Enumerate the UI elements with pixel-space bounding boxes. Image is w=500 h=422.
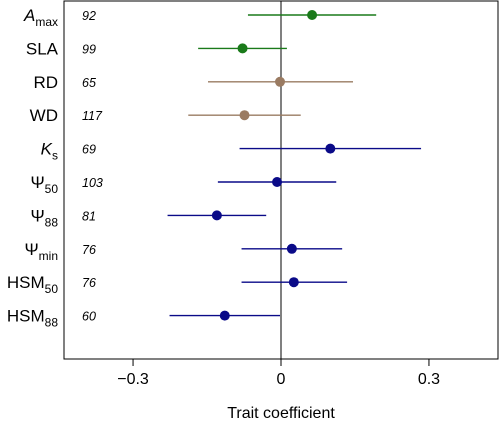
trait-label: Ks: [41, 140, 58, 163]
coefficient-point: [239, 110, 250, 121]
sample-size-label: 103: [82, 176, 103, 190]
trait-row: HSM88 60: [7, 307, 281, 330]
trait-label-main: Ψ: [30, 206, 44, 225]
trait-label-main: SLA: [26, 39, 59, 58]
sample-size-label: 81: [82, 209, 96, 223]
trait-label: Amax: [23, 6, 58, 29]
sample-size-label: 76: [82, 276, 96, 290]
coefficient-point: [275, 76, 286, 87]
coefficient-point: [325, 143, 336, 154]
trait-row: Ψmin 76: [24, 240, 343, 263]
coefficient-point: [211, 210, 222, 221]
trait-row: Ψ88 81: [30, 206, 267, 229]
trait-label-subscript: min: [39, 249, 58, 263]
coefficient-point: [219, 310, 230, 321]
trait-label: RD: [33, 73, 58, 92]
trait-label-subscript: 50: [45, 282, 59, 296]
trait-label-subscript: s: [52, 149, 58, 163]
sample-size-label: 69: [82, 143, 96, 157]
trait-label-main: Ψ: [24, 240, 38, 259]
trait-row: Ψ50 103: [30, 173, 337, 196]
trait-label-subscript: 88: [45, 215, 59, 229]
trait-row: RD 65: [33, 73, 354, 92]
trait-row: SLA 99: [26, 39, 287, 58]
trait-label-subscript: 50: [45, 182, 59, 196]
trait-label: SLA: [26, 39, 59, 58]
trait-label: HSM50: [7, 273, 58, 296]
trait-label-main: K: [41, 140, 53, 159]
sample-size-label: 117: [82, 109, 103, 123]
x-tick-label: 0.3: [418, 371, 440, 388]
x-axis-title: Trait coefficient: [227, 405, 335, 422]
trait-row: Ks 69: [41, 140, 422, 163]
trait-label: Ψmin: [24, 240, 58, 263]
x-tick-label: 0: [277, 371, 286, 388]
x-axis: −0.3 0 0.3: [117, 359, 440, 388]
sample-size-label: 65: [82, 76, 96, 90]
trait-label-main: A: [23, 6, 35, 25]
sample-size-label: 76: [82, 243, 96, 257]
trait-label: WD: [30, 106, 58, 125]
trait-row: HSM50 76: [7, 273, 348, 296]
trait-label-main: HSM: [7, 307, 45, 326]
coefficient-point: [288, 277, 299, 288]
trait-label-main: RD: [33, 73, 58, 92]
coefficient-point: [307, 10, 318, 20]
trait-label-subscript: max: [35, 15, 58, 29]
sample-size-label: 60: [82, 310, 96, 324]
sample-size-label: 99: [82, 42, 96, 56]
trait-label: Ψ50: [30, 173, 58, 196]
x-tick-label: −0.3: [117, 371, 149, 388]
trait-label-subscript: 88: [45, 316, 59, 330]
trait-label-main: Ψ: [30, 173, 44, 192]
trait-label-main: WD: [30, 106, 58, 125]
trait-row: Amax 92: [23, 6, 377, 29]
trait-label: Ψ88: [30, 206, 58, 229]
trait-label-main: HSM: [7, 273, 45, 292]
trait-row: WD 117: [30, 106, 301, 125]
coefficient-point: [237, 43, 248, 54]
trait-label: HSM88: [7, 307, 58, 330]
coefficient-point: [272, 177, 283, 187]
sample-size-label: 92: [82, 9, 96, 23]
coefficient-point: [286, 243, 297, 254]
